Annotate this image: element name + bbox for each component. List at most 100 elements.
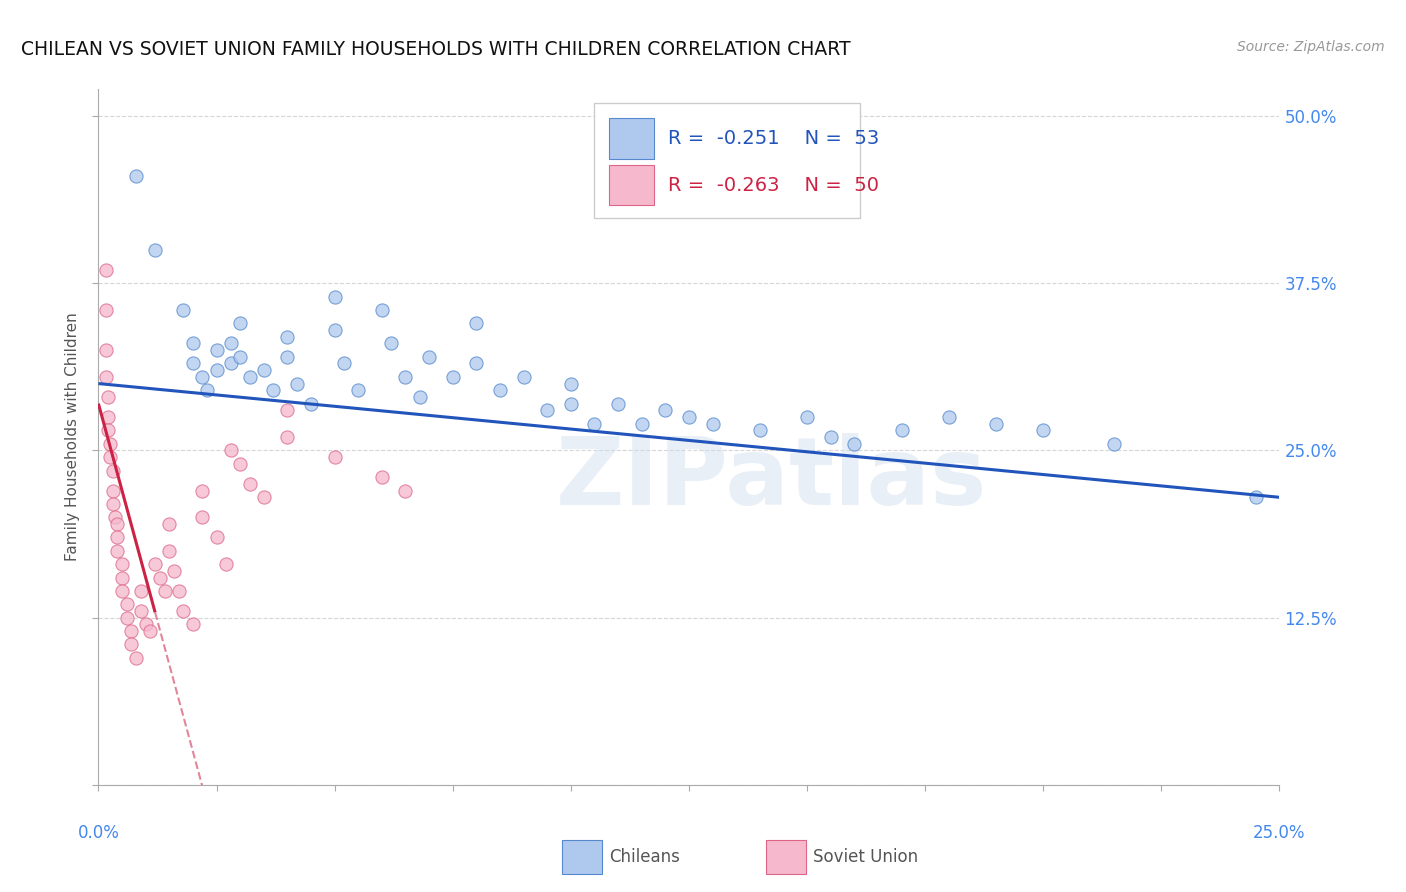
Point (121, 624, 143, 639)
Point (239, 369, 262, 384)
Point (890, 424, 912, 438)
Point (239, 476, 262, 491)
Point (583, 417, 606, 431)
FancyBboxPatch shape (595, 103, 860, 218)
Point (143, 557, 166, 572)
Point (380, 336, 402, 351)
Point (276, 330, 298, 344)
Point (820, 430, 842, 444)
Point (229, 457, 252, 471)
Point (408, 390, 430, 404)
Point (111, 571, 134, 585)
Point (129, 604, 152, 618)
Point (163, 564, 186, 578)
Point (139, 624, 162, 639)
Point (512, 369, 534, 384)
Point (1032, 424, 1054, 438)
Point (135, 617, 157, 632)
FancyBboxPatch shape (609, 165, 654, 205)
Point (101, 483, 124, 498)
Point (94, 343, 117, 358)
Point (191, 369, 214, 384)
Text: Chileans: Chileans (609, 848, 679, 866)
Point (560, 376, 582, 391)
Point (157, 544, 180, 558)
Point (94, 263, 117, 277)
Point (104, 510, 127, 524)
Text: R =  -0.263    N =  50: R = -0.263 N = 50 (668, 176, 879, 194)
Point (1244, 490, 1267, 504)
Point (181, 336, 204, 351)
Point (111, 557, 134, 572)
Point (323, 289, 346, 303)
Point (94, 303, 117, 318)
Point (844, 436, 866, 450)
Point (97, 410, 120, 425)
Point (441, 369, 464, 384)
Text: Source: ZipAtlas.com: Source: ZipAtlas.com (1237, 40, 1385, 54)
Point (181, 356, 204, 371)
Point (253, 490, 276, 504)
Point (276, 403, 298, 417)
Point (181, 617, 204, 632)
Point (536, 403, 558, 417)
Point (191, 483, 214, 498)
Point (172, 604, 194, 618)
Text: CHILEAN VS SOVIET UNION FAMILY HOUSEHOLDS WITH CHILDREN CORRELATION CHART: CHILEAN VS SOVIET UNION FAMILY HOUSEHOLD… (21, 40, 851, 59)
Point (105, 544, 128, 558)
Point (371, 470, 394, 484)
Point (205, 363, 228, 377)
Point (105, 530, 128, 544)
Point (702, 417, 724, 431)
Point (219, 336, 242, 351)
Point (97, 424, 120, 438)
Point (607, 396, 630, 410)
Point (276, 430, 298, 444)
Point (1102, 436, 1125, 450)
Point (394, 369, 416, 384)
Text: Soviet Union: Soviet Union (813, 848, 918, 866)
Point (394, 483, 416, 498)
Point (215, 557, 238, 572)
Point (323, 323, 346, 337)
Point (129, 584, 152, 599)
Point (285, 376, 308, 391)
Point (157, 516, 180, 531)
Point (195, 384, 218, 398)
Point (229, 317, 252, 331)
Point (938, 410, 960, 425)
Point (105, 516, 128, 531)
Point (121, 637, 143, 651)
Point (489, 384, 512, 398)
Text: ZIPatlas: ZIPatlas (555, 433, 987, 524)
Point (98, 450, 121, 464)
Point (167, 584, 190, 599)
Point (418, 350, 440, 364)
Point (465, 356, 488, 371)
Point (299, 396, 322, 410)
Point (94, 369, 117, 384)
Point (630, 417, 652, 431)
Point (371, 303, 394, 318)
Point (125, 169, 148, 184)
Point (333, 356, 356, 371)
FancyBboxPatch shape (609, 119, 654, 159)
Point (748, 424, 770, 438)
Point (219, 443, 242, 458)
Point (560, 396, 582, 410)
Point (229, 350, 252, 364)
Point (323, 450, 346, 464)
Point (205, 343, 228, 358)
Point (253, 363, 276, 377)
Point (191, 510, 214, 524)
Point (98, 436, 121, 450)
Point (347, 384, 370, 398)
Point (796, 410, 818, 425)
Point (205, 530, 228, 544)
Y-axis label: Family Households with Children: Family Households with Children (65, 313, 80, 561)
Point (143, 243, 166, 257)
Point (984, 417, 1007, 431)
Point (262, 384, 284, 398)
Point (101, 497, 124, 511)
Point (219, 356, 242, 371)
